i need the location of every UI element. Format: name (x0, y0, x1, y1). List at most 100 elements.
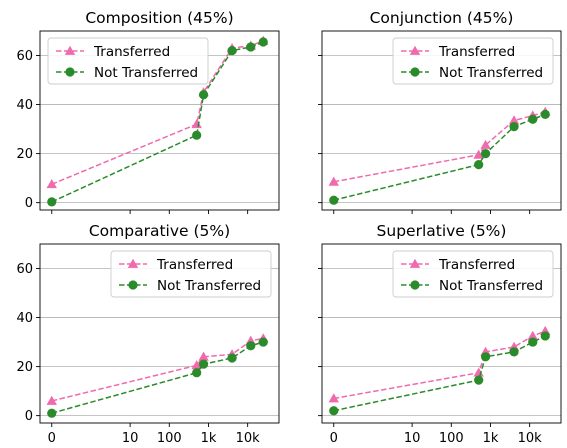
data-point (198, 359, 209, 369)
data-point (527, 330, 538, 340)
data-point (47, 408, 57, 418)
legend-label: Not Transferred (157, 278, 261, 294)
y-tick-label: 40 (16, 98, 33, 113)
subplot-title: Conjunction (45%) (370, 9, 514, 27)
x-tick-label: 100 (439, 431, 464, 446)
subplot-2: Conjunction (45%) Transferred Not Transfer… (318, 9, 562, 214)
legend-label: Transferred (438, 44, 515, 60)
x-tick-label: 10 (122, 431, 139, 446)
axes-frame (39, 243, 280, 424)
y-tick-label: 0 (25, 196, 33, 211)
legend-label: Not Transferred (439, 65, 543, 81)
y-tick-label: 40 (16, 311, 33, 326)
data-point (509, 347, 519, 357)
data-point (227, 353, 237, 363)
legend-box (392, 37, 554, 85)
series-line (51, 337, 264, 402)
data-point (528, 114, 538, 124)
data-point (191, 118, 202, 129)
legend-box (110, 250, 272, 298)
data-point (192, 368, 202, 378)
x-tick-label: 1k (483, 431, 499, 446)
y-tick-label: 0 (25, 409, 33, 424)
data-point (528, 337, 538, 347)
series-transferred (328, 325, 551, 403)
data-point (509, 122, 519, 132)
axes-frame (321, 243, 562, 424)
series-not-transferred (47, 337, 268, 418)
series-line (333, 330, 546, 400)
data-point (540, 331, 550, 341)
data-point (473, 367, 484, 377)
legend-marker (410, 280, 420, 290)
x-tick-label: 0 (48, 431, 56, 446)
series-not-transferred (47, 37, 268, 207)
series-not-transferred (329, 109, 550, 205)
data-point (540, 109, 550, 119)
data-point (480, 352, 491, 362)
data-point (246, 42, 256, 52)
series-line (333, 113, 546, 201)
data-point (480, 149, 491, 159)
data-point (328, 176, 339, 186)
legend-label: Transferred (156, 257, 233, 273)
data-point (473, 149, 484, 159)
subplot-title: Superlative (5%) (377, 222, 507, 240)
legend-marker (409, 45, 421, 55)
legend: Transferred Not Transferred (392, 37, 554, 85)
data-point (191, 360, 202, 370)
series-not-transferred (329, 331, 550, 416)
data-point (329, 406, 339, 416)
subplot-title: Comparative (5%) (89, 222, 230, 240)
data-point (329, 195, 339, 205)
legend-marker (127, 258, 139, 268)
data-point (246, 341, 256, 351)
legend-marker (65, 67, 75, 77)
legend-label: Not Transferred (94, 65, 198, 81)
data-point (480, 139, 491, 149)
data-point (46, 179, 57, 189)
data-point (328, 393, 339, 403)
data-point (474, 375, 484, 385)
data-point (474, 160, 484, 170)
data-point (46, 395, 57, 405)
legend-label: Transferred (93, 44, 170, 60)
legend: Transferred Not Transferred (392, 250, 554, 298)
x-tick-label: 10k (236, 431, 261, 446)
data-point (258, 337, 268, 347)
data-point (508, 115, 520, 125)
data-point (47, 197, 57, 207)
legend-marker (128, 280, 138, 290)
data-point (227, 46, 237, 56)
legend: Transferred Not Transferred (47, 37, 209, 85)
y-tick-label: 20 (16, 147, 33, 162)
axes-frame (321, 30, 562, 211)
legend-label: Not Transferred (439, 278, 543, 294)
series-transferred (46, 333, 269, 405)
x-tick-label: 1k (201, 431, 217, 446)
subplot-1: 0 20 40 60 Composition (45%) Transferred Not T… (16, 9, 280, 214)
subplot-4: 0 10 100 1k 10k Superlative (5%) Transferred No… (318, 222, 562, 446)
data-point (258, 37, 268, 47)
series-line (51, 341, 264, 414)
x-tick-label: 10 (404, 431, 421, 446)
legend-marker (409, 258, 421, 268)
legend-box (392, 250, 554, 298)
subplot-3: 0 20 40 60 0 10 100 1k 10k Comparative (5%) Transf… (16, 222, 280, 446)
legend-marker (410, 67, 420, 77)
y-tick-label: 60 (16, 262, 33, 277)
x-tick-label: 100 (157, 431, 182, 446)
x-tick-label: 0 (330, 431, 338, 446)
axes-frame (39, 30, 280, 211)
series-line (51, 40, 264, 185)
subplot-title: Composition (45%) (85, 9, 233, 27)
legend: Transferred Not Transferred (110, 250, 272, 298)
y-tick-label: 20 (16, 360, 33, 375)
legend-marker (64, 45, 76, 55)
x-tick-label: 10k (518, 431, 543, 446)
data-point (198, 90, 209, 100)
legend-box (47, 37, 209, 85)
y-tick-label: 60 (16, 49, 33, 64)
data-point (198, 351, 209, 361)
